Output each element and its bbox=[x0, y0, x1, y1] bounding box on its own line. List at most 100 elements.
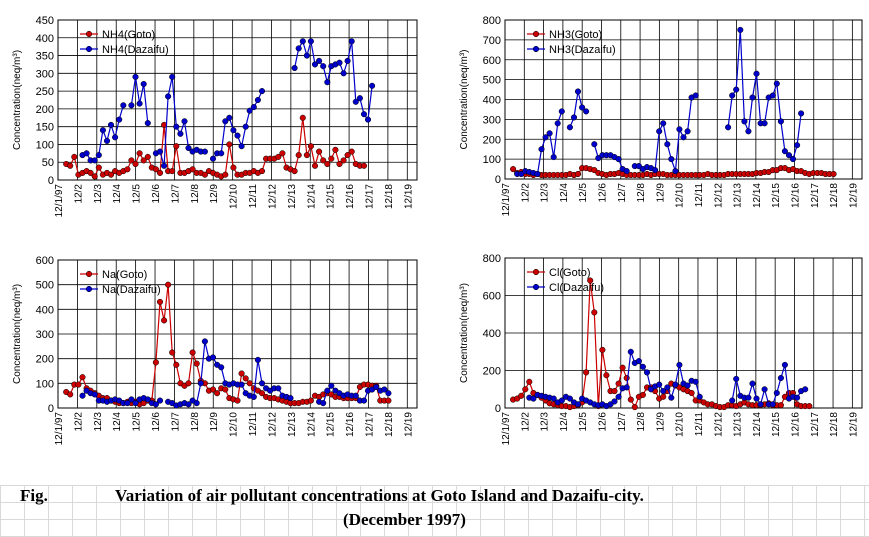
data-point bbox=[344, 152, 351, 159]
x-tick-label: 12/5 bbox=[578, 412, 589, 432]
data-point bbox=[566, 395, 573, 402]
x-tick-label: 12/10 bbox=[229, 184, 240, 209]
data-point bbox=[303, 52, 310, 59]
legend-marker bbox=[532, 30, 540, 38]
x-tick-label: 12/10 bbox=[675, 412, 686, 437]
data-point bbox=[773, 80, 780, 87]
data-point bbox=[140, 80, 147, 88]
data-point bbox=[328, 382, 335, 389]
data-point bbox=[656, 128, 663, 135]
data-point bbox=[128, 157, 135, 164]
x-tick-label: 12/12 bbox=[267, 184, 278, 209]
x-tick-label: 12/13 bbox=[733, 412, 744, 437]
data-point bbox=[185, 144, 192, 152]
data-point bbox=[242, 375, 249, 382]
y-tick-label: 250 bbox=[36, 86, 54, 98]
data-point bbox=[806, 403, 813, 410]
series-goto bbox=[63, 281, 392, 408]
x-tick-label: 12/8 bbox=[636, 183, 647, 203]
y-tick-label: 350 bbox=[36, 51, 54, 63]
x-tick-label: 12/16 bbox=[790, 183, 801, 208]
x-tick-label: 12/12 bbox=[713, 412, 724, 437]
data-point bbox=[566, 124, 573, 131]
x-tick-label: 12/6 bbox=[151, 412, 162, 432]
series-dazaifu bbox=[79, 38, 376, 169]
y-tick-label: 50 bbox=[42, 157, 54, 169]
y-tick-label: 400 bbox=[36, 33, 54, 45]
data-point bbox=[510, 166, 517, 173]
data-point bbox=[161, 162, 168, 169]
data-point bbox=[692, 92, 699, 99]
data-point bbox=[615, 156, 622, 163]
legend-label: NH3(Dazaifu) bbox=[549, 44, 616, 56]
figure-caption-line1: Variation of air pollutant concentration… bbox=[115, 486, 644, 505]
x-tick-label: 12/2 bbox=[520, 412, 531, 432]
data-point bbox=[234, 397, 241, 404]
x-tick-label: 12/1/97 bbox=[501, 183, 512, 217]
data-point bbox=[91, 157, 98, 164]
data-point bbox=[696, 393, 703, 400]
data-point bbox=[132, 73, 139, 80]
x-tick-label: 12/6 bbox=[597, 412, 608, 432]
data-point bbox=[254, 96, 261, 104]
legend-label: NH4(Goto) bbox=[102, 29, 155, 41]
x-tick-label: 12/11 bbox=[248, 412, 259, 437]
data-point bbox=[518, 170, 525, 178]
data-point bbox=[757, 401, 764, 408]
data-point bbox=[356, 95, 363, 102]
data-point bbox=[173, 361, 180, 368]
series-goto bbox=[63, 114, 368, 180]
data-point bbox=[201, 338, 208, 345]
x-tick-label: 12/5 bbox=[132, 184, 143, 204]
data-point bbox=[128, 102, 135, 109]
legend-marker bbox=[532, 283, 540, 291]
data-point bbox=[67, 162, 74, 169]
series-line bbox=[727, 29, 802, 161]
data-point bbox=[684, 128, 691, 135]
data-point bbox=[103, 137, 111, 144]
data-point bbox=[246, 380, 253, 387]
data-point bbox=[583, 369, 590, 376]
data-point bbox=[639, 391, 646, 398]
y-tick-label: 500 bbox=[483, 75, 501, 87]
x-tick-label: 12/15 bbox=[771, 412, 782, 437]
data-point bbox=[574, 170, 582, 178]
data-point bbox=[676, 126, 683, 133]
data-point bbox=[830, 170, 837, 178]
data-point bbox=[173, 123, 180, 130]
x-tick-label: 12/19 bbox=[848, 183, 859, 208]
x-tick-label: 12/18 bbox=[829, 183, 840, 208]
data-point bbox=[324, 387, 331, 394]
data-point bbox=[128, 396, 135, 403]
data-point bbox=[761, 386, 768, 393]
data-point bbox=[777, 374, 784, 382]
data-point bbox=[664, 141, 671, 148]
data-point bbox=[332, 146, 339, 153]
x-tick-label: 12/9 bbox=[655, 183, 666, 203]
data-point bbox=[161, 317, 168, 324]
data-point bbox=[209, 155, 217, 162]
data-point bbox=[745, 394, 752, 401]
background-grid bbox=[0, 485, 869, 537]
data-point bbox=[794, 394, 801, 401]
data-point bbox=[165, 281, 172, 288]
data-point bbox=[189, 349, 196, 356]
data-point bbox=[291, 168, 298, 175]
y-tick-label: 800 bbox=[483, 253, 501, 265]
data-point bbox=[522, 386, 529, 393]
data-point bbox=[71, 153, 78, 160]
y-tick-label: 450 bbox=[36, 15, 54, 27]
data-point bbox=[242, 123, 249, 130]
data-point bbox=[550, 154, 557, 161]
legend-label: Cl(Dazaifu) bbox=[549, 282, 604, 294]
data-point bbox=[733, 375, 740, 382]
data-point bbox=[538, 146, 545, 153]
x-tick-label: 12/11 bbox=[248, 184, 259, 209]
data-point bbox=[222, 171, 229, 178]
x-tick-label: 12/1/97 bbox=[54, 184, 65, 218]
y-tick-label: 0 bbox=[495, 403, 501, 415]
data-point bbox=[169, 73, 176, 80]
data-point bbox=[753, 70, 760, 77]
data-point bbox=[320, 157, 327, 164]
